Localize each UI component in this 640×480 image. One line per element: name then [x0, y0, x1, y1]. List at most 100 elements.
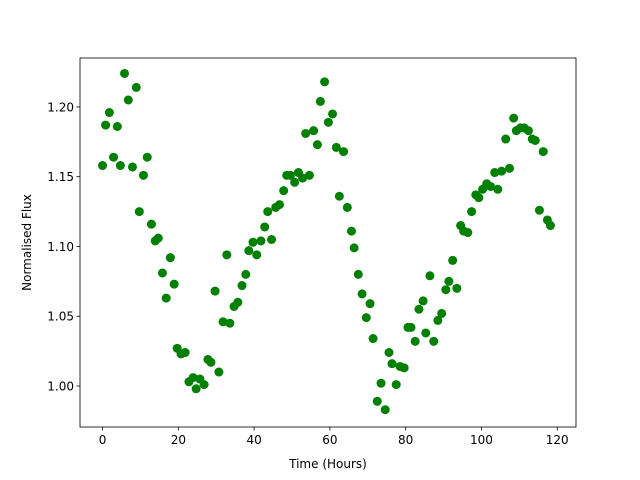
x-tick-label: 80 [398, 433, 413, 447]
point [334, 191, 344, 201]
point [263, 207, 273, 217]
point [433, 315, 443, 325]
y-tick-label: 1.10 [47, 240, 74, 254]
point [346, 226, 356, 236]
point [241, 269, 251, 279]
point [387, 359, 397, 369]
point [298, 173, 308, 183]
point [331, 142, 341, 152]
point [169, 279, 179, 289]
point [425, 271, 435, 281]
point [138, 170, 148, 180]
point [309, 126, 319, 136]
point [274, 200, 284, 210]
point [237, 281, 247, 291]
point [414, 304, 424, 314]
point [180, 348, 190, 358]
point [142, 152, 152, 162]
point [252, 250, 262, 260]
point [290, 177, 300, 187]
x-tick-label: 40 [246, 433, 261, 447]
x-axis-label: Time (Hours) [288, 457, 367, 471]
point [486, 181, 496, 191]
point [368, 334, 378, 344]
point [523, 126, 533, 136]
x-tick-label: 100 [470, 433, 493, 447]
point [380, 405, 390, 415]
point [315, 96, 325, 106]
point [474, 193, 484, 203]
point [161, 293, 171, 303]
point [353, 269, 363, 279]
point [244, 246, 254, 256]
point [467, 207, 477, 217]
point [248, 237, 258, 247]
point [199, 380, 209, 390]
point [493, 184, 503, 194]
y-tick-label: 1.05 [47, 310, 74, 324]
point [505, 163, 515, 173]
point [361, 313, 371, 323]
point [357, 289, 367, 299]
point [120, 68, 130, 78]
point [256, 236, 266, 246]
point [328, 109, 338, 119]
point [497, 166, 507, 176]
point [101, 120, 111, 130]
point [233, 297, 243, 307]
point [146, 219, 156, 229]
plot-frame [79, 57, 577, 428]
point [463, 228, 473, 238]
point [391, 380, 401, 390]
point [279, 186, 289, 196]
point [365, 299, 375, 309]
point [123, 95, 133, 105]
point [218, 317, 228, 327]
x-tick-label: 0 [99, 433, 107, 447]
point [490, 168, 500, 178]
point [534, 205, 544, 215]
point [165, 253, 175, 263]
point [429, 336, 439, 346]
point [376, 378, 386, 388]
x-tick-label: 20 [171, 433, 186, 447]
point [222, 250, 232, 260]
point [267, 235, 277, 245]
y-tick-label: 1.20 [47, 100, 74, 114]
point [448, 255, 458, 265]
point [418, 296, 428, 306]
point [225, 318, 235, 328]
point [188, 373, 198, 383]
point [342, 202, 352, 212]
point [210, 286, 220, 296]
point [157, 268, 167, 278]
y-tick-label: 1.00 [47, 379, 74, 393]
point [444, 276, 454, 286]
point [260, 222, 270, 232]
point [399, 363, 409, 373]
point [214, 367, 224, 377]
point [406, 322, 416, 332]
x-tick-label: 60 [322, 433, 337, 447]
point [545, 221, 555, 231]
point [530, 135, 540, 145]
point [452, 283, 462, 293]
point [98, 161, 108, 171]
point [304, 170, 314, 180]
point [134, 207, 144, 217]
point [349, 243, 359, 253]
y-tick-label: 1.15 [47, 170, 74, 184]
point [153, 233, 163, 243]
point [109, 152, 119, 162]
point [191, 384, 201, 394]
point [127, 162, 137, 172]
point [115, 161, 125, 171]
point [372, 396, 382, 406]
point [421, 328, 431, 338]
y-axis-label: Normalised Flux [20, 194, 34, 291]
point [323, 117, 333, 127]
point [437, 308, 447, 318]
point [501, 134, 511, 144]
point [339, 147, 349, 157]
